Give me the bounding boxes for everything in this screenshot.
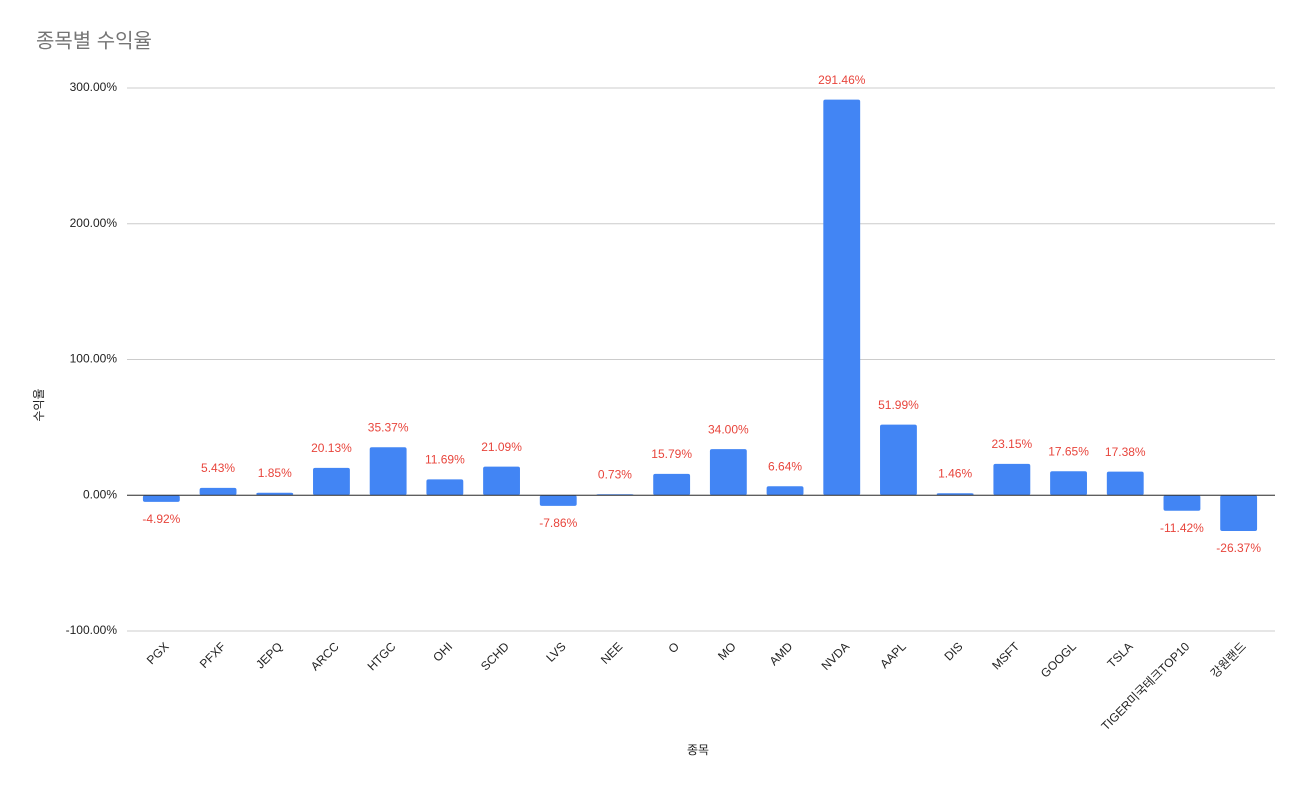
- value-label: 11.69%: [425, 453, 465, 467]
- bar: [1220, 495, 1258, 532]
- value-label: 21.09%: [481, 440, 522, 454]
- y-tick-label: 200.00%: [70, 216, 118, 230]
- value-label: 34.00%: [708, 422, 749, 436]
- bar: [369, 447, 407, 496]
- value-label: -11.42%: [1160, 521, 1204, 535]
- value-label: 35.37%: [368, 420, 409, 434]
- value-label: 5.43%: [201, 461, 235, 475]
- bar: [483, 466, 520, 496]
- bar: [880, 424, 917, 496]
- value-label: 0.73%: [598, 467, 632, 481]
- bar: [142, 495, 180, 502]
- bar: [766, 486, 804, 496]
- y-axis-title: 수익율: [32, 388, 46, 421]
- bar: [313, 467, 350, 496]
- bar: [539, 495, 577, 506]
- y-tick-label: 300.00%: [70, 80, 118, 94]
- value-label: 23.15%: [991, 437, 1032, 451]
- bar: [993, 463, 1031, 496]
- value-label: 291.46%: [818, 73, 866, 87]
- bar: [1163, 495, 1201, 511]
- bar: [823, 99, 861, 496]
- value-label: 17.38%: [1105, 445, 1146, 459]
- value-label: -26.37%: [1216, 541, 1261, 555]
- y-tick-label: -100.00%: [66, 623, 118, 637]
- bar: [653, 473, 691, 496]
- bar: [426, 479, 464, 496]
- chart-title: 종목별 수익율: [36, 29, 152, 52]
- value-label: -4.92%: [142, 512, 180, 526]
- value-label: 15.79%: [651, 447, 692, 461]
- value-label: 1.85%: [258, 466, 292, 480]
- value-label: -7.86%: [539, 516, 577, 530]
- value-label: 17.65%: [1048, 444, 1089, 458]
- bar: [709, 449, 747, 496]
- value-label: 1.46%: [938, 466, 972, 480]
- y-tick-label: 100.00%: [70, 352, 118, 366]
- y-tick-label: 0.00%: [83, 487, 117, 501]
- value-label: 51.99%: [878, 398, 919, 412]
- x-axis-title: 종목: [687, 743, 709, 757]
- bar: [256, 492, 294, 496]
- bar: [1106, 471, 1144, 496]
- bar: [1050, 471, 1087, 496]
- bar: [199, 487, 237, 496]
- value-label: 20.13%: [311, 441, 352, 455]
- value-label: 6.64%: [768, 459, 802, 473]
